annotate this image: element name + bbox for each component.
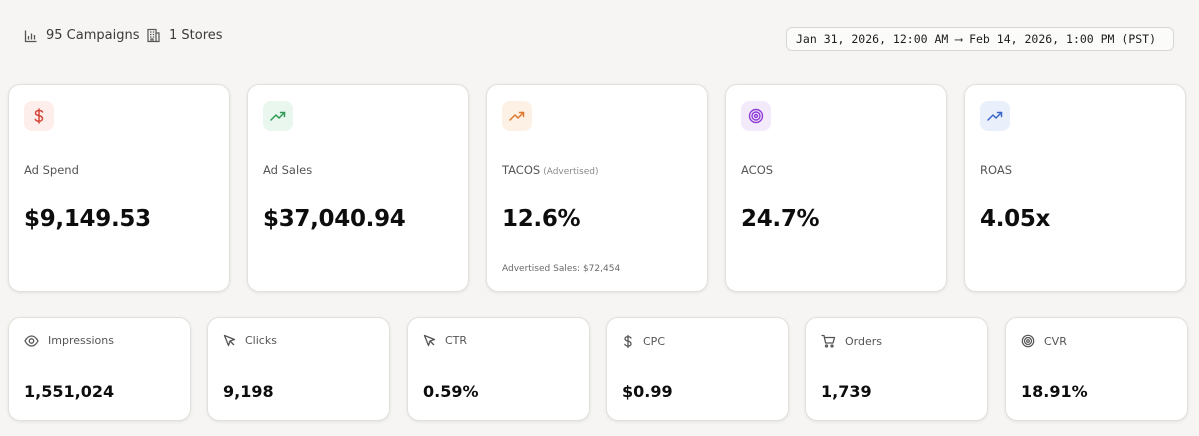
metric-value: 9,198 bbox=[223, 382, 274, 401]
metric-value: 0.59% bbox=[423, 382, 479, 401]
metric-header: CPC bbox=[622, 334, 665, 349]
kpi-value: 24.7% bbox=[741, 206, 820, 232]
kpi-card-acos: ACOS 24.7% bbox=[725, 84, 947, 292]
kpi-label: TACOS (Advertised) bbox=[502, 163, 598, 177]
target-icon bbox=[748, 108, 764, 124]
metric-label: Clicks bbox=[245, 334, 277, 347]
kpi-label: Ad Spend bbox=[24, 163, 79, 177]
kpi-label-suffix: (Advertised) bbox=[543, 167, 599, 177]
metric-header: Clicks bbox=[223, 334, 277, 347]
kpi-icon-badge bbox=[502, 101, 532, 131]
metric-card-cpc: CPC $0.99 bbox=[606, 317, 789, 421]
target-icon bbox=[1021, 334, 1035, 348]
dollar-icon bbox=[34, 108, 44, 124]
metric-card-impressions: Impressions 1,551,024 bbox=[8, 317, 191, 421]
kpi-card-ad-sales: Ad Sales $37,040.94 bbox=[247, 84, 469, 292]
metric-label: CVR bbox=[1044, 334, 1067, 348]
metric-card-orders: Orders 1,739 bbox=[805, 317, 988, 421]
kpi-icon-badge bbox=[741, 101, 771, 131]
cart-icon bbox=[821, 334, 836, 348]
metric-label: Orders bbox=[845, 334, 882, 348]
kpi-value: $37,040.94 bbox=[263, 206, 406, 232]
cursor-icon bbox=[223, 334, 236, 347]
date-range-picker[interactable]: Jan 31, 2026, 12:00 AM ⟶ Feb 14, 2026, 1… bbox=[786, 27, 1174, 51]
metric-label: Impressions bbox=[48, 334, 114, 347]
metric-header: CVR bbox=[1021, 334, 1067, 348]
trending-up-icon bbox=[270, 111, 286, 121]
metric-value: $0.99 bbox=[622, 382, 673, 401]
stores-count: 1 Stores bbox=[146, 28, 223, 43]
kpi-card-tacos: TACOS (Advertised) 12.6% Advertised Sales… bbox=[486, 84, 708, 292]
kpi-icon-badge bbox=[980, 101, 1010, 131]
cursor-icon bbox=[423, 334, 436, 347]
kpi-footnote: Advertised Sales: $72,454 bbox=[502, 264, 621, 274]
dollar-icon bbox=[624, 334, 632, 349]
kpi-icon-badge bbox=[263, 101, 293, 131]
metric-value: 18.91% bbox=[1021, 382, 1088, 401]
campaigns-count-label: 95 Campaigns bbox=[46, 28, 140, 43]
metric-header: Orders bbox=[821, 334, 882, 348]
summary-header: 95 Campaigns 1 Stores Jan 31, 2026, 12:0… bbox=[0, 0, 1199, 72]
bar-chart-icon bbox=[24, 30, 37, 42]
trending-up-icon bbox=[987, 111, 1003, 121]
metric-value: 1,551,024 bbox=[24, 382, 115, 401]
kpi-label: Ad Sales bbox=[263, 163, 313, 177]
eye-icon bbox=[24, 334, 39, 347]
kpi-card-ad-spend: Ad Spend $9,149.53 bbox=[8, 84, 230, 292]
metric-label: CTR bbox=[445, 334, 468, 347]
metric-header: CTR bbox=[423, 334, 467, 347]
kpi-icon-badge bbox=[24, 101, 54, 131]
kpi-card-roas: ROAS 4.05x bbox=[964, 84, 1186, 292]
building-icon bbox=[147, 28, 160, 43]
metric-value: 1,739 bbox=[821, 382, 872, 401]
campaigns-count: 95 Campaigns bbox=[24, 28, 139, 43]
kpi-value: 12.6% bbox=[502, 206, 581, 232]
kpi-value: $9,149.53 bbox=[24, 206, 151, 232]
stores-count-label: 1 Stores bbox=[169, 28, 223, 43]
metric-label: CPC bbox=[643, 335, 665, 348]
metric-card-cvr: CVR 18.91% bbox=[1005, 317, 1188, 421]
trending-up-icon bbox=[509, 111, 525, 121]
kpi-label-text: TACOS bbox=[502, 163, 541, 177]
metric-card-ctr: CTR 0.59% bbox=[407, 317, 590, 421]
metric-card-clicks: Clicks 9,198 bbox=[207, 317, 390, 421]
kpi-label: ACOS bbox=[741, 163, 774, 177]
metric-header: Impressions bbox=[24, 334, 114, 347]
kpi-value: 4.05x bbox=[980, 206, 1051, 232]
kpi-label: ROAS bbox=[980, 163, 1013, 177]
